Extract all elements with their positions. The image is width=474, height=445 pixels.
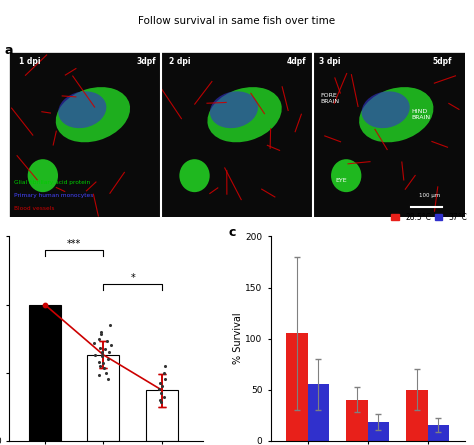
Point bbox=[156, 396, 164, 403]
Text: 3dpf: 3dpf bbox=[137, 57, 156, 65]
Point bbox=[104, 356, 112, 363]
Point bbox=[155, 385, 163, 392]
Point bbox=[95, 335, 103, 342]
Text: Follow survival in same fish over time: Follow survival in same fish over time bbox=[138, 16, 336, 26]
Text: Blood vessels: Blood vessels bbox=[14, 206, 55, 211]
Point bbox=[107, 342, 114, 349]
Ellipse shape bbox=[208, 87, 282, 142]
Point bbox=[99, 348, 106, 356]
Point bbox=[91, 351, 99, 358]
Text: FORE
BRAIN: FORE BRAIN bbox=[320, 93, 339, 104]
Bar bbox=[161, 52, 313, 217]
Ellipse shape bbox=[362, 91, 410, 128]
Point bbox=[162, 376, 169, 383]
Text: 5dpf: 5dpf bbox=[433, 57, 452, 65]
Point bbox=[99, 360, 107, 367]
Circle shape bbox=[331, 159, 361, 192]
Point bbox=[100, 365, 107, 372]
Legend: 28.5°C, 37°C: 28.5°C, 37°C bbox=[388, 210, 470, 225]
Text: Glial fibrillary acid protein: Glial fibrillary acid protein bbox=[14, 180, 90, 185]
Point bbox=[97, 328, 105, 335]
Bar bbox=[286, 333, 308, 441]
Point bbox=[96, 344, 104, 352]
Text: 1 dpi: 1 dpi bbox=[18, 57, 40, 65]
Bar bbox=[346, 400, 368, 441]
Text: EYE: EYE bbox=[336, 178, 347, 183]
Text: Primary human monocytes: Primary human monocytes bbox=[14, 193, 93, 198]
Point bbox=[96, 362, 103, 369]
Circle shape bbox=[179, 159, 210, 192]
Point bbox=[98, 351, 106, 358]
Text: 4dpf: 4dpf bbox=[287, 57, 307, 65]
Text: ***: *** bbox=[67, 239, 81, 249]
Text: 2 dpi: 2 dpi bbox=[169, 57, 190, 65]
Point bbox=[97, 331, 105, 338]
Ellipse shape bbox=[58, 91, 106, 128]
Bar bbox=[146, 390, 178, 441]
Text: HIND
BRAIN: HIND BRAIN bbox=[411, 109, 430, 120]
Point bbox=[156, 380, 164, 387]
Bar bbox=[313, 52, 465, 217]
Text: *: * bbox=[130, 273, 135, 283]
Point bbox=[102, 369, 109, 376]
Text: 3 dpi: 3 dpi bbox=[319, 57, 340, 65]
Text: a: a bbox=[5, 44, 13, 57]
Point bbox=[160, 393, 168, 400]
Point bbox=[157, 399, 164, 406]
Point bbox=[95, 372, 103, 379]
Y-axis label: % Survival: % Survival bbox=[233, 313, 243, 364]
Point bbox=[41, 301, 48, 308]
Point bbox=[103, 338, 111, 345]
Point bbox=[106, 321, 114, 328]
Ellipse shape bbox=[210, 91, 258, 128]
Ellipse shape bbox=[56, 87, 130, 142]
Bar bbox=[368, 422, 389, 441]
Bar bbox=[308, 384, 329, 441]
Point bbox=[106, 348, 113, 356]
Point bbox=[162, 362, 169, 369]
Text: 100 μm: 100 μm bbox=[419, 193, 440, 198]
Circle shape bbox=[27, 159, 58, 192]
Point bbox=[157, 389, 165, 396]
Bar bbox=[87, 355, 119, 441]
Point bbox=[101, 346, 109, 353]
Bar bbox=[9, 52, 161, 217]
Bar bbox=[28, 304, 61, 441]
Point bbox=[104, 376, 112, 383]
Point bbox=[95, 358, 103, 365]
Point bbox=[160, 369, 168, 376]
Bar bbox=[428, 425, 449, 441]
Point bbox=[90, 339, 98, 346]
Text: c: c bbox=[228, 227, 236, 239]
Point bbox=[98, 352, 106, 360]
Ellipse shape bbox=[359, 87, 433, 142]
Point bbox=[158, 383, 165, 390]
Bar bbox=[406, 389, 428, 441]
